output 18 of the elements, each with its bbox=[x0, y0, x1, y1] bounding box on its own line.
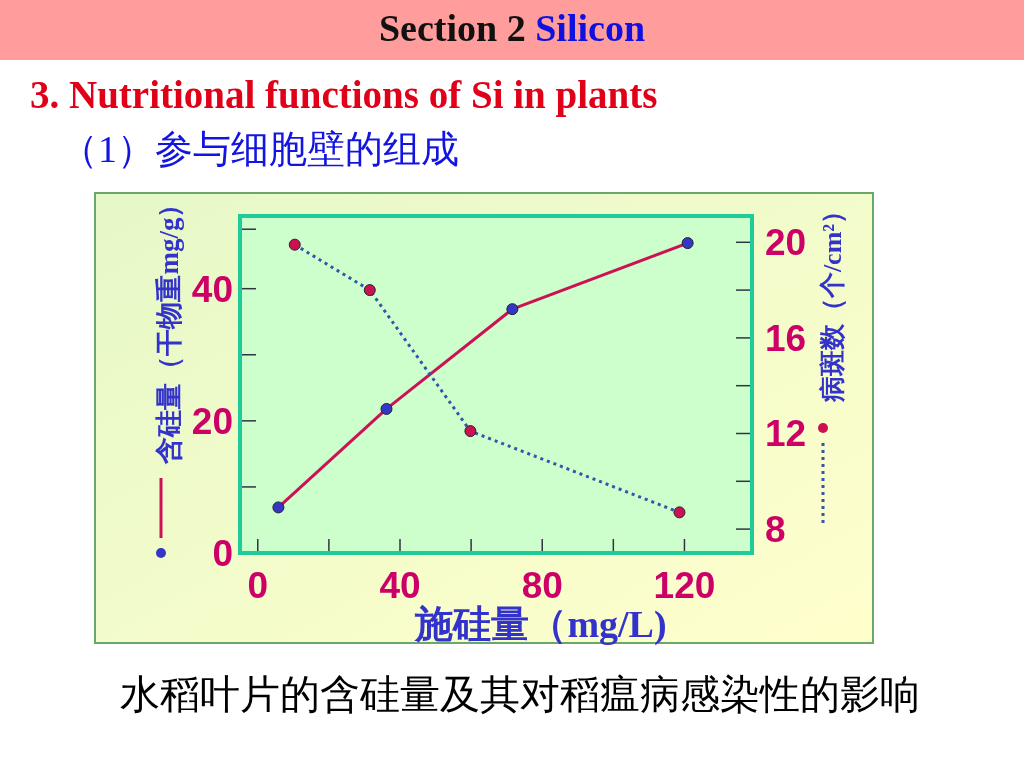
xtick: 80 bbox=[521, 565, 563, 606]
annotation: 水稻叶片的含硅量及其对稻瘟病感染性的影响 bbox=[120, 672, 920, 717]
y2tick: 16 bbox=[765, 317, 807, 359]
ylabel: 含硅量（干物重mg/g） bbox=[154, 190, 184, 464]
xtick: 0 bbox=[247, 565, 269, 606]
title: Section 2 Silicon bbox=[379, 7, 645, 49]
xlabel: 施硅量（mg/L) bbox=[415, 603, 667, 645]
y2tick: 8 bbox=[765, 509, 786, 551]
y2tick: 12 bbox=[765, 413, 807, 455]
annotation: （1）参与细胞壁的组成 bbox=[60, 128, 459, 170]
ytick: 0 bbox=[212, 533, 233, 574]
subtitle: 3. Nutritional functions of Si in plants bbox=[30, 73, 658, 116]
xtick: 40 bbox=[379, 565, 421, 606]
ytick: 20 bbox=[191, 400, 233, 442]
y2label: 病斑数（个/cm²） bbox=[818, 197, 847, 403]
xtick: 120 bbox=[653, 565, 716, 606]
ytick: 40 bbox=[191, 268, 233, 310]
y2tick: 20 bbox=[765, 222, 807, 264]
